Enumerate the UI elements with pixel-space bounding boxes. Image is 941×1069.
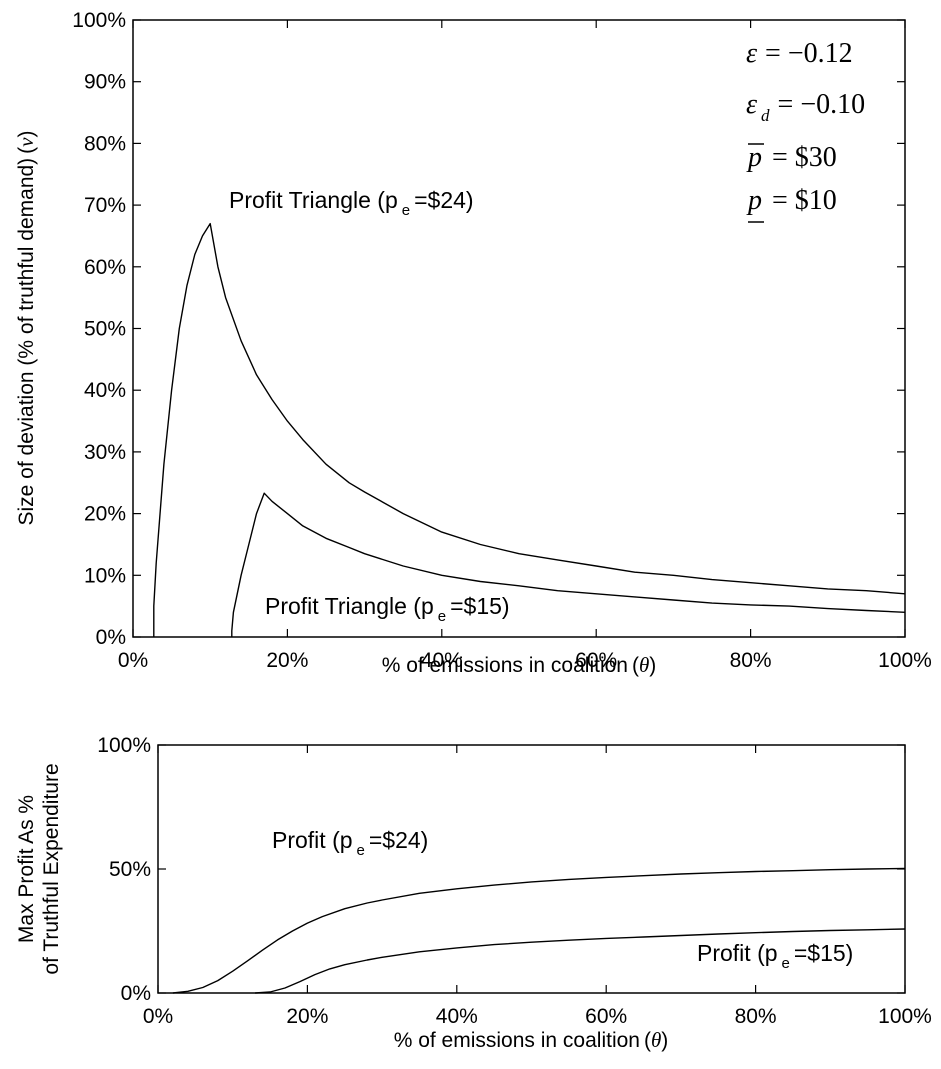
top-y-axis: 0% 10% 20% 30% 40% 50% 60% 70% 80% 90% 100% [72,9,905,649]
bottom-x-tick-label-5: 100% [878,1005,932,1028]
bottom-series-group [172,867,906,994]
param-epsilon-symbol: ε [746,38,757,69]
bottom-series-line-0 [172,867,906,994]
annotation-profit-24-text: Profit (p [272,827,353,853]
top-series-line-1 [231,492,906,637]
top-y-axis-label-text: Size of deviation (% of truthful demand) [15,158,38,526]
top-x-axis-label-symbol: θ [639,653,649,677]
param-epsilon-d-symbol: ε [746,89,757,120]
top-y-tick-label-8: 80% [84,132,126,155]
top-y-tick-label-1: 10% [84,564,126,587]
bottom-x-axis-label-text: % of emissions in coalition [394,1029,640,1052]
top-x-axis-label-text: % of emissions in coalition [382,654,628,677]
top-x-tick-label-4: 80% [730,649,772,672]
annotation-24-tail: =$24) [414,187,473,213]
top-series-line-0 [153,222,906,637]
top-x-axis-label-open: ( [632,654,639,677]
annotation-profit-triangle-24: Profit Triangle (p e =$24) [229,187,474,219]
bottom-y-tick-label-1: 50% [109,858,151,881]
parameter-block: ε = −0.12 ε d = −0.10 p = $30 p = $10 [746,38,865,223]
top-y-tick-label-0: 0% [96,626,126,649]
annotation-profit-triangle-15: Profit Triangle (p e =$15) [265,593,510,625]
bottom-x-tick-label-4: 80% [735,1005,777,1028]
top-x-tick-label-2: 40% [421,649,463,672]
param-epsilon-d: ε d = −0.10 [746,89,865,125]
bottom-x-tick-label-1: 20% [286,1005,328,1028]
param-epsilon-value: = −0.12 [765,38,853,69]
top-x-tick-label-0: 0% [118,649,148,672]
top-y-tick-label-7: 70% [84,194,126,217]
top-y-axis-label-close: ) [15,130,38,137]
bottom-x-tick-label-3: 60% [585,1005,627,1028]
bottom-x-tick-label-0: 0% [143,1005,173,1028]
param-p-lower-symbol: p [746,185,762,216]
param-epsilon: ε = −0.12 [746,38,853,69]
bottom-x-axis-label-close: ) [661,1029,668,1052]
annotation-profit-15: Profit (p e =$15) [697,940,853,972]
param-p-lower: p = $10 [746,185,837,216]
bottom-x-axis: 0% 20% 40% 60% 80% 100% [143,745,932,1028]
annotation-profit-24-sub: e [357,842,365,859]
annotation-profit-15-text: Profit (p [697,940,778,966]
annotation-profit-15-tail: =$15) [794,940,853,966]
top-x-axis: 0% 20% 40% 60% 80% 100% [118,20,932,672]
bottom-y-axis: 0% 50% 100% [97,734,905,1005]
annotation-15-sub: e [438,608,446,625]
top-y-tick-label-2: 20% [84,503,126,526]
top-series-group [153,222,906,637]
top-x-tick-label-3: 60% [575,649,617,672]
bottom-x-axis-label-symbol: θ [651,1028,661,1052]
bottom-y-axis-label-line2: of Truthful Expenditure [40,763,63,974]
param-p-upper: p = $30 [746,142,837,173]
top-x-tick-label-1: 20% [266,649,308,672]
top-x-axis-label-close: ) [649,654,656,677]
param-p-upper-value: = $30 [772,142,837,173]
annotation-15-text: Profit Triangle (p [265,593,434,619]
annotation-profit-15-sub: e [782,955,790,972]
top-y-tick-label-9: 90% [84,71,126,94]
annotation-24-text: Profit Triangle (p [229,187,398,213]
top-y-tick-label-3: 30% [84,441,126,464]
bottom-x-axis-label-open: ( [644,1029,651,1052]
top-y-tick-label-6: 60% [84,256,126,279]
annotation-profit-24: Profit (p e =$24) [272,827,428,859]
bottom-x-axis-label: % of emissions in coalition (θ) [394,1028,669,1052]
annotation-profit-24-tail: =$24) [369,827,428,853]
bottom-y-tick-label-0: 0% [121,982,151,1005]
param-p-upper-symbol: p [746,142,762,173]
top-y-tick-label-5: 50% [84,318,126,341]
top-x-axis-label: % of emissions in coalition (θ) [382,653,657,677]
top-y-tick-label-10: 100% [72,9,126,32]
param-epsilon-d-sub: d [761,106,770,125]
top-y-axis-label: Size of deviation (% of truthful demand)… [14,130,38,525]
top-y-axis-label-symbol: ν [14,137,38,147]
param-epsilon-d-value: = −0.10 [778,89,866,120]
bottom-x-tick-label-2: 40% [436,1005,478,1028]
top-x-tick-label-5: 100% [878,649,932,672]
annotation-15-tail: =$15) [450,593,509,619]
top-y-axis-label-open: ( [15,147,38,154]
bottom-y-tick-label-2: 100% [97,734,151,757]
annotation-24-sub: e [402,202,410,219]
top-y-tick-label-4: 40% [84,379,126,402]
param-p-lower-value: = $10 [772,185,837,216]
top-chart: 0% 10% 20% 30% 40% 50% 60% 70% 80% 90% 100% 0% 20% 4… [14,9,932,677]
bottom-y-axis-label-line1: Max Profit As % [15,795,38,943]
bottom-series-line-1 [255,928,906,994]
bottom-chart: 0% 50% 100% 0% 20% 40% 60% 80% 100% Profit (p e… [15,734,932,1052]
